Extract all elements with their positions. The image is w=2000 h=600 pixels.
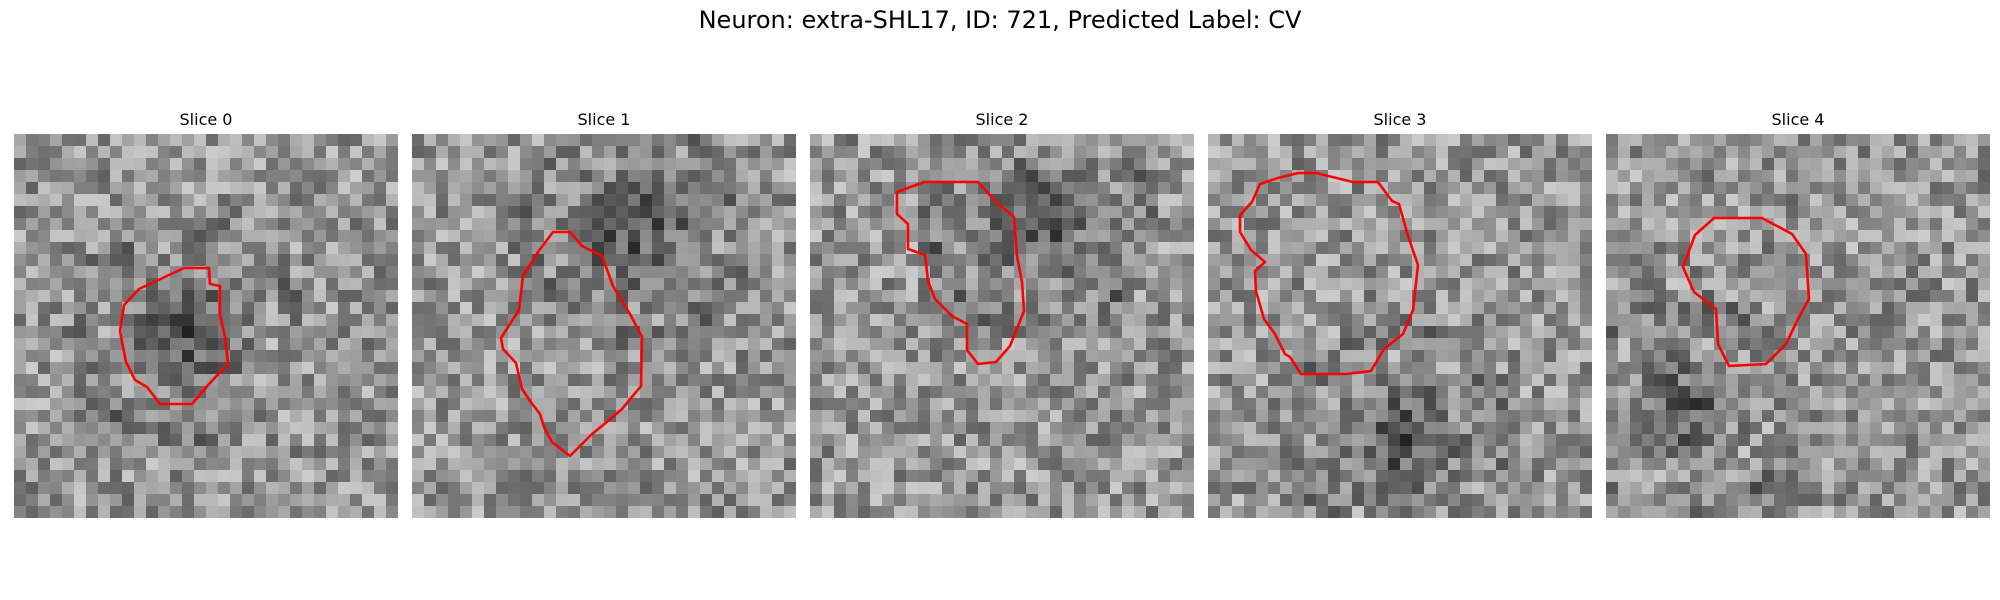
- slice-title-0: Slice 0: [14, 108, 398, 134]
- slice-panel-4: Slice 4: [1606, 108, 1990, 518]
- pixel-grid: [1208, 134, 1592, 518]
- pixel-grid: [412, 134, 796, 518]
- pixel-grid: [14, 134, 398, 518]
- slice-image-1: [412, 134, 796, 518]
- slice-image-4: [1606, 134, 1990, 518]
- pixel-grid: [810, 134, 1194, 518]
- slice-image-2: [810, 134, 1194, 518]
- slice-title-1: Slice 1: [412, 108, 796, 134]
- slice-title-4: Slice 4: [1606, 108, 1990, 134]
- slice-panel-1: Slice 1: [412, 108, 796, 518]
- slice-panel-0: Slice 0: [14, 108, 398, 518]
- slice-title-2: Slice 2: [810, 108, 1194, 134]
- slice-title-3: Slice 3: [1208, 108, 1592, 134]
- slice-panel-2: Slice 2: [810, 108, 1194, 518]
- slice-panel-3: Slice 3: [1208, 108, 1592, 518]
- figure-title: Neuron: extra-SHL17, ID: 721, Predicted …: [0, 6, 2000, 34]
- slice-image-0: [14, 134, 398, 518]
- pixel-grid: [1606, 134, 1990, 518]
- slice-image-3: [1208, 134, 1592, 518]
